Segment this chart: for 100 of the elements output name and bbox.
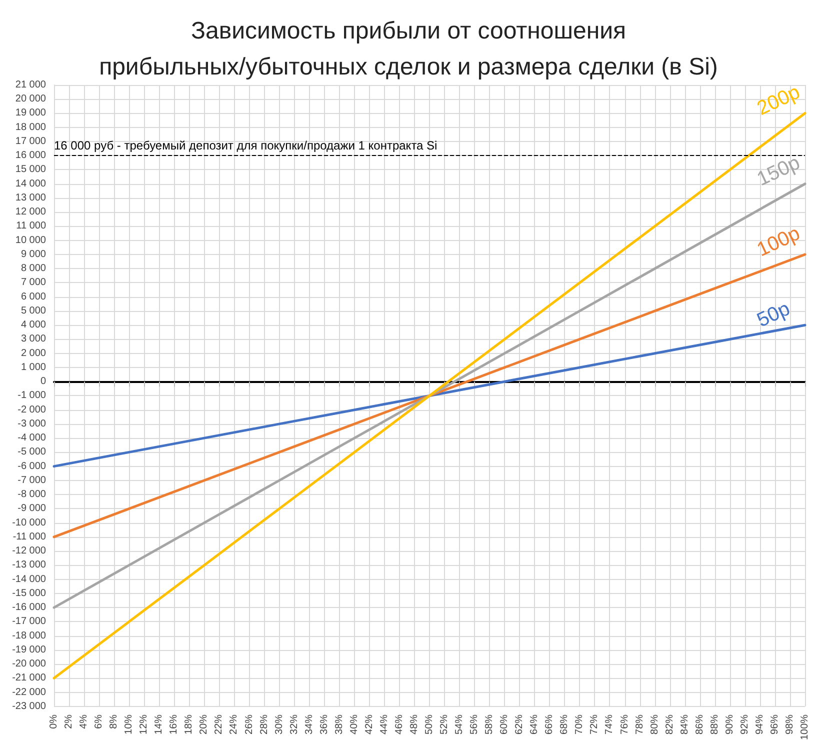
x-tick-label: 20% [198,714,210,734]
x-tick-label: 28% [258,714,270,734]
y-tick-label: -2 000 [18,404,46,416]
x-tick-label: 4% [78,714,90,729]
y-tick-label: -9 000 [18,503,46,514]
x-tick-label: 98% [784,714,796,734]
text: 150р [754,152,804,191]
y-tick-label: -3 000 [18,418,46,430]
y-tick-label: -7 000 [18,474,46,486]
x-tick-label: 8% [108,714,120,729]
x-tick-label: 0% [48,714,60,729]
x-tick-label: 30% [274,714,285,734]
x-tick-label: 72% [589,714,600,734]
y-tick-label: 5 000 [20,305,46,316]
x-tick-label: 50% [424,714,435,734]
x-tick-label: 2% [64,714,75,729]
y-tick-label: -16 000 [12,602,46,614]
y-tick-label: 4 000 [20,320,46,331]
x-tick-label: 16% [168,714,180,734]
x-tick-label: 90% [724,714,736,734]
y-tick-label: 6 000 [20,291,46,302]
y-tick-label: 21 000 [15,80,46,90]
y-tick-label: 20 000 [15,94,46,105]
x-tick-label: 38% [334,714,345,734]
y-tick-label: -19 000 [12,644,46,656]
y-tick-label: -14 000 [12,574,46,585]
y-tick-label: 12 000 [15,206,46,218]
x-tick-label: 18% [184,714,195,734]
x-tick-label: 94% [754,714,766,734]
x-tick-label: 22% [214,714,225,734]
x-tick-label: 42% [364,714,375,734]
x-tick-label: 76% [619,714,630,734]
x-tick-label: 54% [454,714,466,734]
x-tick-label: 60% [499,714,510,734]
text: 50р [754,298,794,332]
y-tick-label: -21 000 [12,672,46,684]
y-tick-label: 3 000 [20,334,46,345]
y-tick-label: -22 000 [12,686,46,698]
y-tick-label: 1 000 [20,362,46,373]
x-tick-label: 10% [124,714,135,734]
y-tick-label: -10 000 [12,517,46,528]
x-tick-label: 68% [559,714,570,734]
y-tick-label: 15 000 [15,164,46,176]
chart-title: Зависимость прибыли от соотношения прибыльных/убыточных сделок и размера сделки (в Si) [99,18,718,80]
y-tick-label: -12 000 [12,546,46,557]
y-tick-label: -1 000 [18,390,46,402]
y-tick-label: -17 000 [12,616,46,628]
y-tick-label: -8 000 [18,489,46,500]
y-tick-label: -5 000 [18,446,46,458]
x-tick-label: 56% [469,714,480,734]
y-tick-label: 11 000 [16,220,46,232]
x-tick-label: 62% [514,714,526,734]
x-tick-label: 34% [304,714,315,734]
ref-line-label: 16 000 руб - требуемый депозит для покупки/продажи 1 контракта Si [54,138,438,153]
x-tick-label: 78% [634,714,646,734]
x-tick-label: 48% [408,714,420,734]
x-tick-label: 82% [664,714,676,734]
x-tick-label: 40% [348,714,360,734]
y-tick-label: -18 000 [12,630,46,642]
y-tick-label: -23 000 [12,700,46,712]
y-tick-label: 9 000 [20,248,46,260]
x-tick-label: 86% [694,714,706,734]
x-tick-label: 64% [529,714,540,734]
x-tick-label: 52% [439,714,450,734]
x-tick-label: 44% [378,714,390,734]
y-tick-label: 8 000 [20,263,46,274]
y-tick-label: 0 [40,376,46,388]
x-tick-label: 66% [544,714,556,734]
y-tick-label: 19 000 [15,108,46,119]
y-tick-label: -13 000 [12,560,46,571]
y-tick-label: 13 000 [15,192,46,204]
y-tick-label: -20 000 [12,658,46,670]
y-tick-label: 7 000 [20,277,46,288]
x-tick-label: 74% [604,714,616,734]
text: 200р [754,81,804,120]
x-tick-label: 100% [800,714,810,740]
x-tick-label: 96% [769,714,780,734]
y-tick-label: -6 000 [18,460,46,472]
x-tick-label: 26% [244,714,255,734]
x-tick-label: 32% [288,714,300,734]
x-tick-label: 70% [574,714,586,734]
x-tick-label: 12% [138,714,150,734]
x-tick-label: 84% [679,714,690,734]
x-tick-label: 92% [739,714,750,734]
x-tick-label: 88% [709,714,720,734]
y-tick-label: 17 000 [15,136,46,147]
y-tick-label: -15 000 [12,588,46,599]
y-tick-label: 16 000 [15,150,46,162]
text: 100р [754,222,804,262]
y-tick-label: 18 000 [15,122,46,133]
x-tick-label: 14% [154,714,165,734]
y-tick-label: 2 000 [20,348,46,359]
x-tick-label: 58% [484,714,496,734]
x-tick-label: 36% [318,714,330,734]
x-tick-label: 46% [394,714,405,734]
x-tick-label: 24% [228,714,240,734]
x-tick-label: 80% [649,714,660,734]
y-tick-label: 10 000 [15,234,46,246]
y-tick-label: -11 000 [12,531,46,542]
y-tick-label: 14 000 [15,178,46,190]
